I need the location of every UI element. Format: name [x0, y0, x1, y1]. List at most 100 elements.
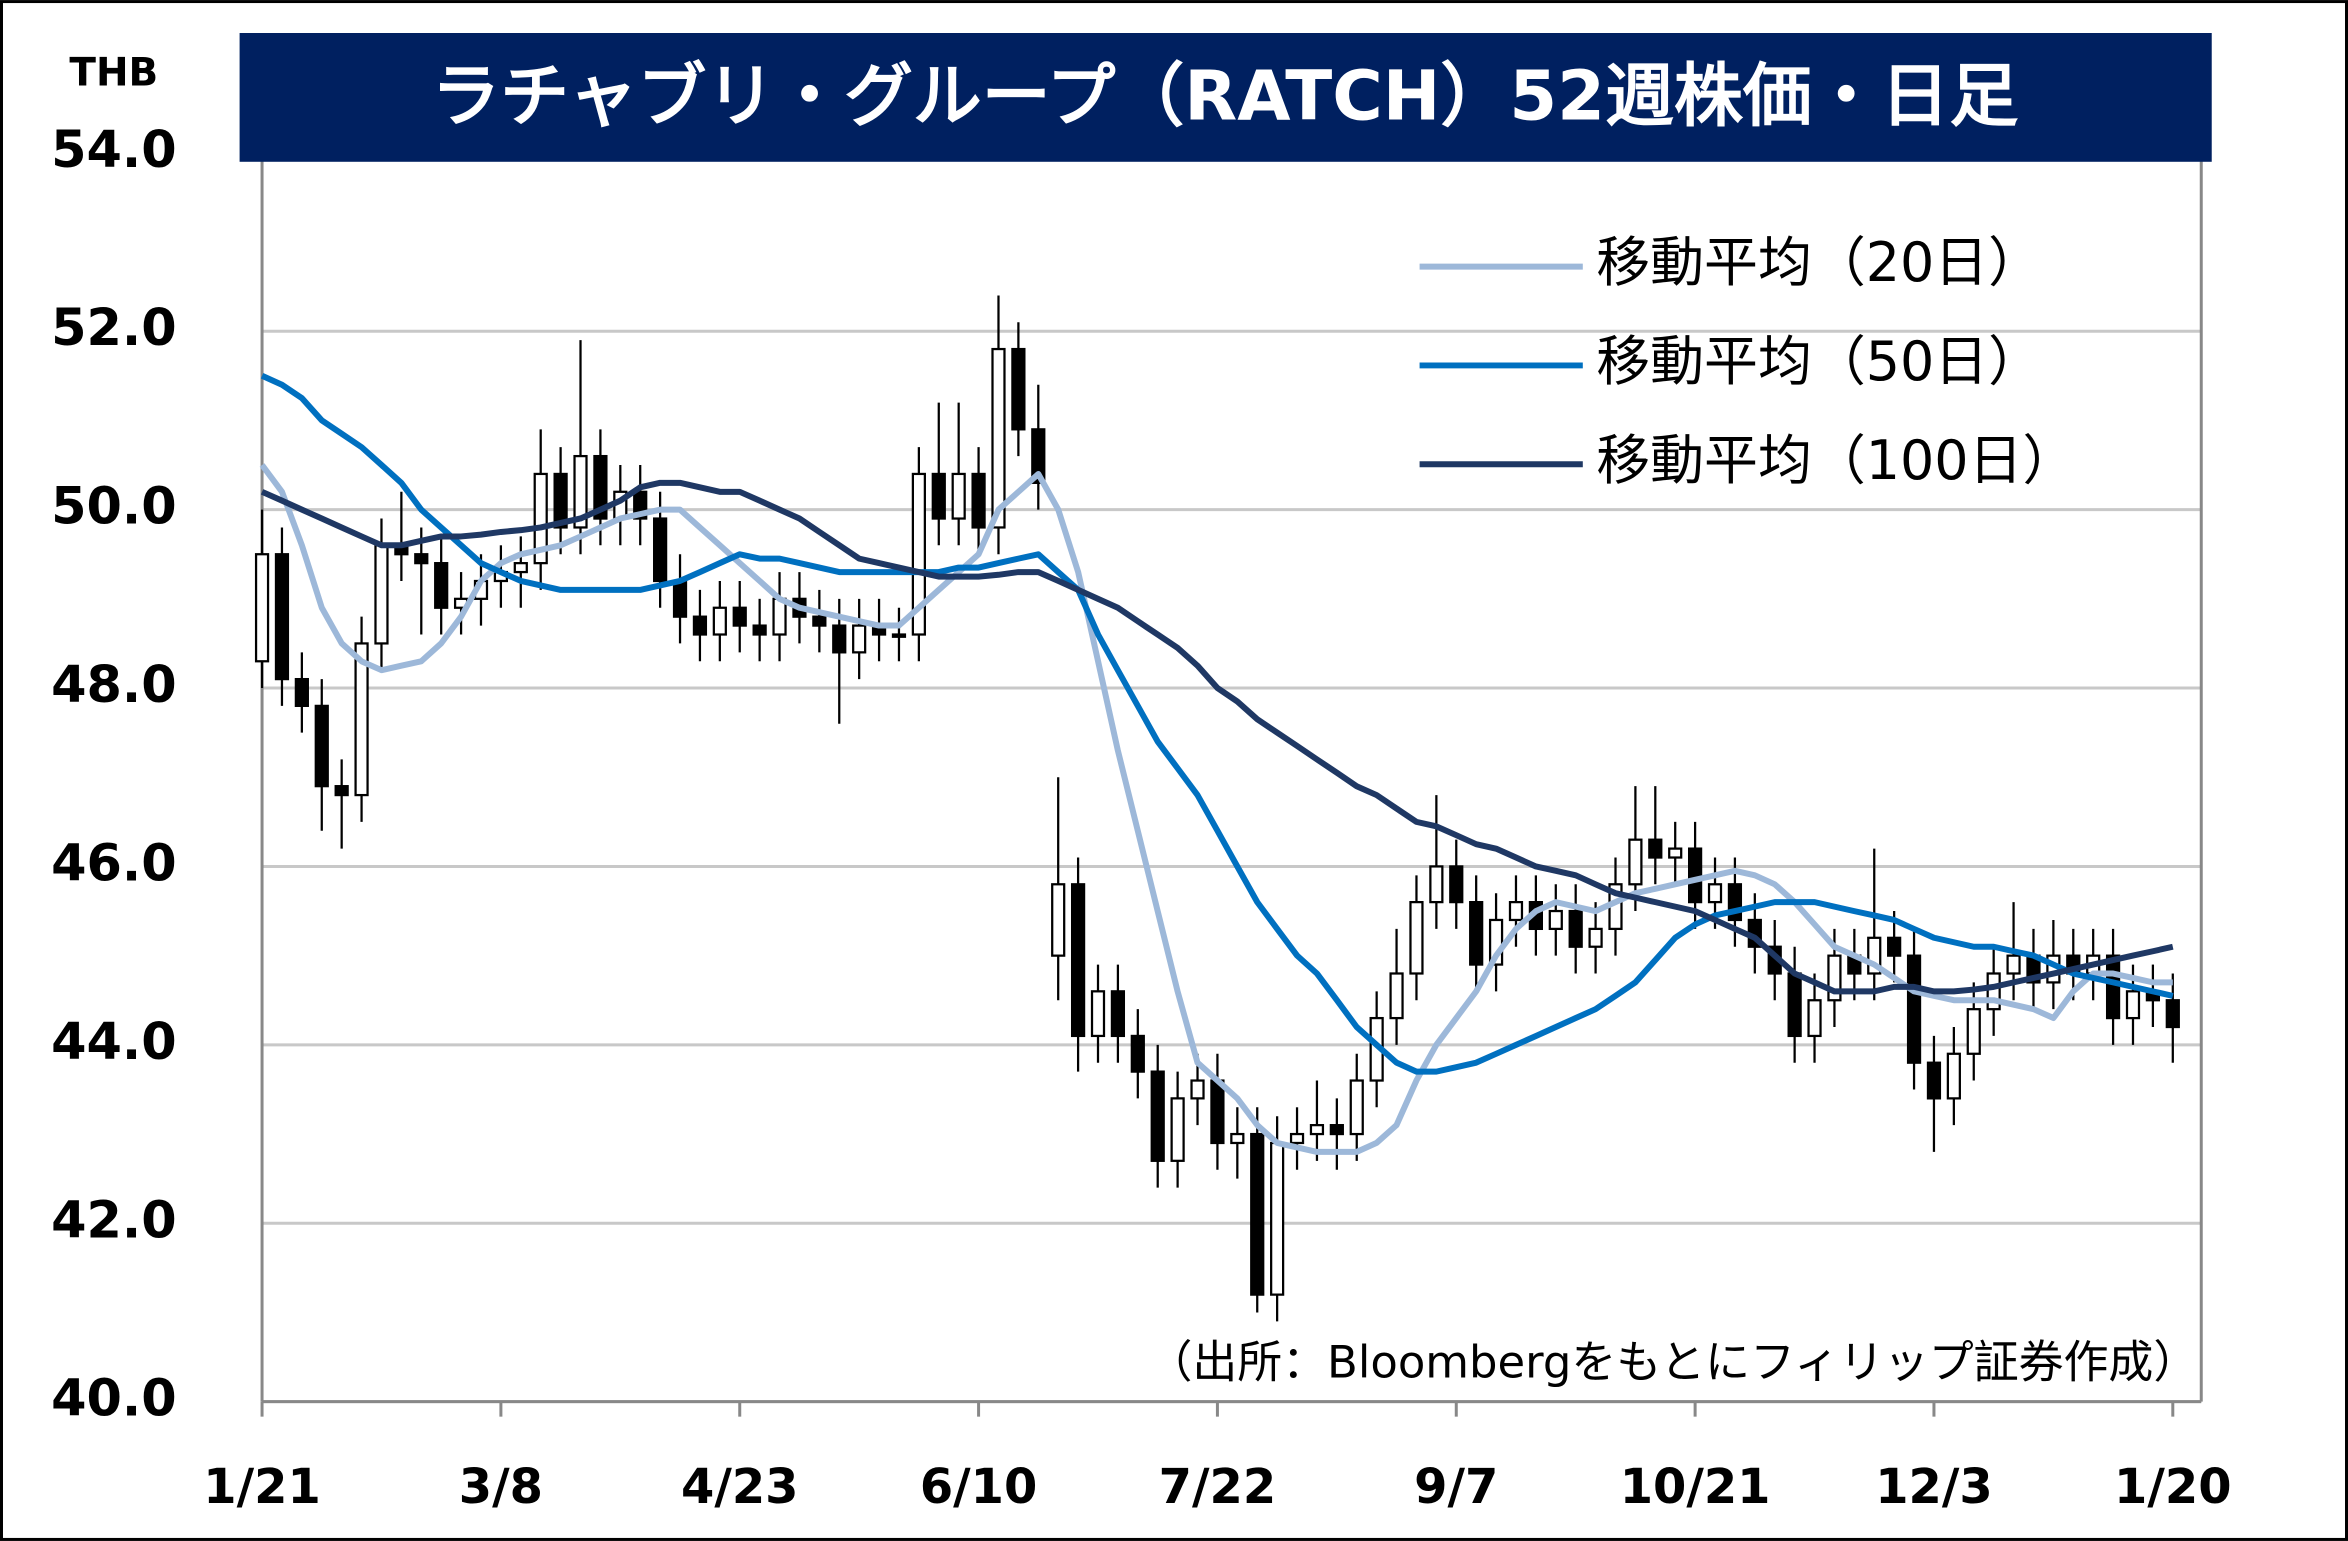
candle-body	[1031, 428, 1046, 484]
candle-body	[553, 472, 568, 529]
candle-body	[1409, 901, 1424, 975]
candle-body	[1170, 1097, 1185, 1162]
candle-body	[1051, 883, 1066, 957]
candle-body	[1508, 901, 1524, 922]
candle-body	[1548, 909, 1563, 931]
candle-body	[1309, 1124, 1325, 1136]
candle-body	[314, 704, 329, 788]
candle-body	[593, 454, 608, 520]
candle-body	[1687, 847, 1703, 904]
chart-title: ラチャブリ・グループ（RATCH）52週株価・日足	[431, 56, 2018, 136]
candle-body	[2165, 999, 2180, 1029]
y-tick-label: 44.0	[51, 1013, 177, 1072]
candle-body	[2125, 990, 2141, 1020]
candle-body	[1349, 1079, 1364, 1136]
candle-body	[1469, 901, 1484, 966]
candle-body	[1130, 1034, 1145, 1073]
y-tick-label: 46.0	[51, 834, 177, 893]
candle-body	[1289, 1132, 1305, 1145]
candle-body	[653, 517, 668, 583]
x-tick-label: 7/22	[1159, 1460, 1277, 1515]
candle-body	[354, 642, 369, 797]
candle-body	[732, 606, 747, 627]
candle-body	[852, 624, 867, 654]
candle-body	[2105, 954, 2121, 1020]
candle-body	[334, 785, 349, 797]
legend-label: 移動平均（20日）	[1596, 231, 2042, 294]
candle-body	[1011, 347, 1026, 431]
x-tick-label: 10/21	[1620, 1460, 1771, 1515]
candle-body	[254, 553, 270, 663]
candle-body	[1329, 1124, 1344, 1136]
legend-label: 移動平均（100日）	[1596, 429, 2076, 492]
y-tick-label: 42.0	[51, 1191, 177, 1250]
candle-body	[414, 553, 429, 565]
x-tick-label: 12/3	[1875, 1460, 1993, 1515]
candle-body	[692, 615, 708, 636]
candle-body	[2006, 954, 2021, 975]
candle-body	[1648, 838, 1663, 859]
candle-body	[1150, 1070, 1165, 1162]
candle-body	[991, 347, 1006, 529]
candle-body	[1270, 1141, 1285, 1296]
candle-body	[1429, 865, 1444, 904]
candle-body	[1707, 883, 1723, 904]
candle-body	[1926, 1061, 1942, 1100]
candle-body	[931, 472, 946, 520]
candle-body	[1449, 865, 1464, 904]
candle-body	[1628, 838, 1643, 886]
x-tick-label: 1/20	[2114, 1460, 2232, 1515]
moving-average-line	[259, 463, 2173, 1155]
candle-body	[752, 624, 767, 636]
candle-body	[712, 606, 727, 636]
source-note: （出所：Bloombergをもとにフィリップ証券作成）	[1147, 1336, 2198, 1389]
y-tick-label: 50.0	[51, 478, 177, 537]
candle-body	[1946, 1052, 1961, 1100]
candle-body	[1110, 990, 1126, 1038]
candle-body	[1210, 1079, 1225, 1145]
candle-body	[1070, 883, 1086, 1038]
candle-body	[812, 615, 827, 627]
moving-average-line	[260, 373, 2174, 1075]
candle-body	[573, 454, 588, 529]
candle-body	[772, 597, 787, 636]
candle-body	[533, 472, 548, 565]
x-tick-label: 4/23	[681, 1460, 799, 1515]
candle-body	[1887, 936, 1902, 957]
candle-body	[1588, 927, 1603, 948]
y-unit: THB	[69, 50, 158, 95]
candle-body	[1966, 1008, 1981, 1055]
candle-body	[1727, 883, 1743, 922]
candle-body	[1230, 1132, 1245, 1145]
candle-body	[1906, 954, 1922, 1064]
candle-body	[1867, 936, 1882, 975]
y-tick-label: 40.0	[51, 1370, 177, 1429]
candle-body	[1827, 954, 1842, 1002]
candle-body	[911, 472, 926, 636]
candle-body	[951, 472, 966, 520]
candle-body	[1190, 1079, 1205, 1100]
candle-body	[1668, 847, 1683, 859]
candle-body	[1250, 1132, 1265, 1296]
legend-label: 移動平均（50日）	[1596, 330, 2042, 393]
candle-body	[374, 544, 389, 645]
x-tick-label: 9/7	[1414, 1460, 1498, 1515]
candle-body	[1389, 972, 1404, 1020]
candle-body	[294, 677, 309, 707]
candle-body	[832, 624, 847, 654]
candle-body	[672, 579, 688, 618]
y-tick-label: 48.0	[51, 656, 177, 715]
candle-body	[1090, 990, 1106, 1038]
candle-body	[1787, 972, 1802, 1038]
x-tick-label: 3/8	[459, 1460, 543, 1515]
y-tick-label: 52.0	[51, 299, 177, 358]
x-tick-label: 1/21	[203, 1460, 321, 1515]
title-banner	[239, 33, 2212, 162]
candle-body	[633, 490, 648, 520]
candle-body	[434, 562, 449, 609]
candle-body	[1568, 909, 1583, 948]
x-tick-label: 6/10	[920, 1460, 1038, 1515]
candle-body	[274, 553, 290, 681]
candle-body	[971, 472, 986, 529]
